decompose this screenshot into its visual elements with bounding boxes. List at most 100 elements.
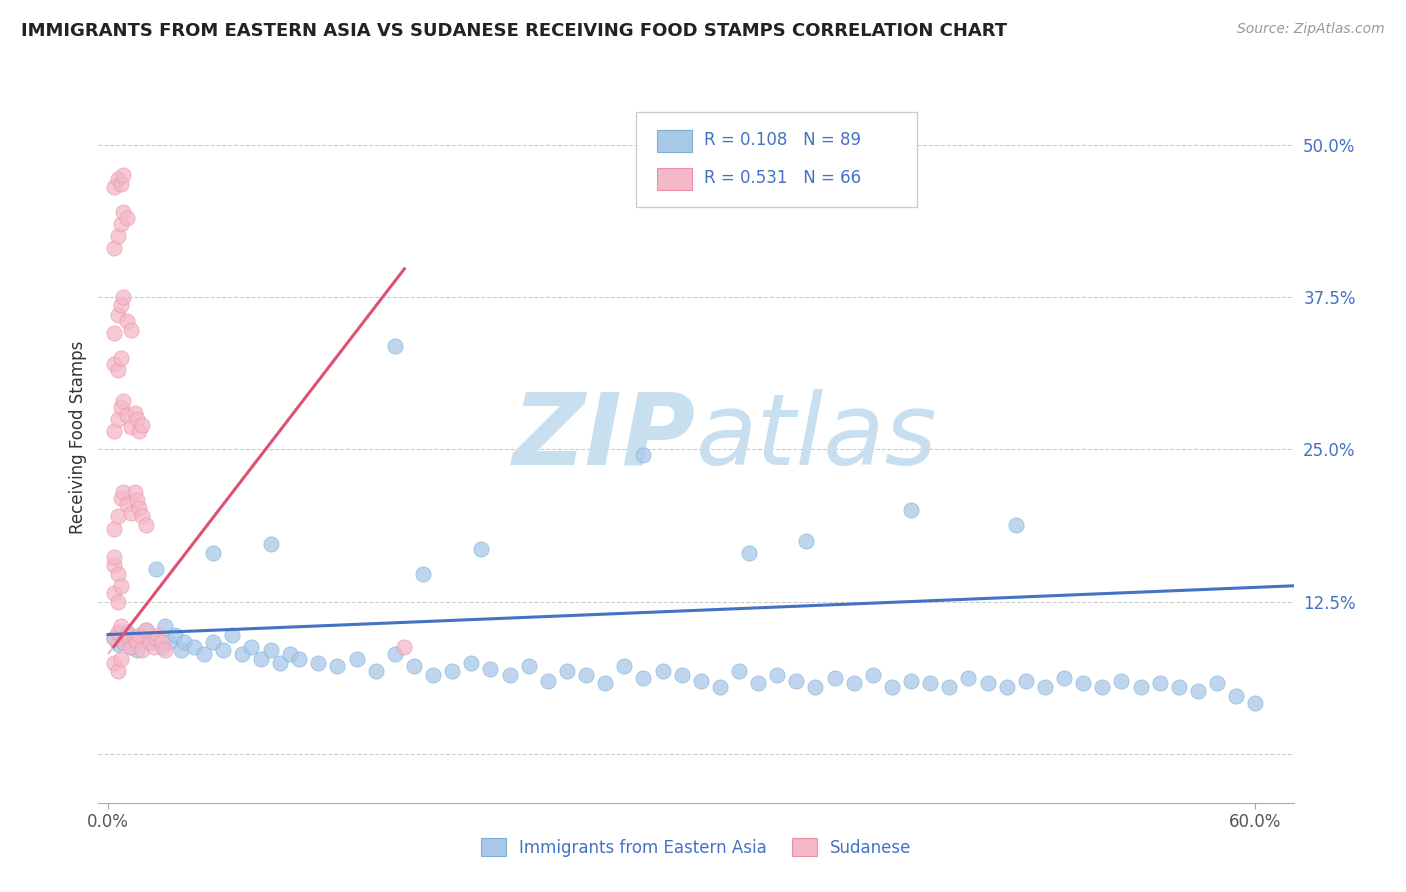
Point [1005,517,1028,532]
Point [689,673,711,688]
Point [384,338,406,352]
Point [498,667,520,681]
FancyBboxPatch shape [637,112,917,207]
Point [709,680,731,694]
Point [103,632,125,646]
Point [173,635,195,649]
Point [128,500,150,515]
Point [537,673,560,688]
Point [169,643,191,657]
Point [1053,672,1076,686]
Text: ZIP: ZIP [513,389,696,485]
Point [112,485,135,500]
Point [120,506,142,520]
Point [1071,676,1094,690]
Point [1033,680,1056,694]
Point [115,627,138,641]
Point [107,363,129,377]
Point [613,659,636,673]
FancyBboxPatch shape [657,168,692,190]
Point [120,323,142,337]
Point [128,424,150,438]
Legend: Immigrants from Eastern Asia, Sudanese: Immigrants from Eastern Asia, Sudanese [481,838,911,856]
Point [824,672,846,686]
Point [103,241,125,255]
Point [124,485,146,500]
Point [135,623,157,637]
Point [575,667,598,681]
Point [1206,676,1229,690]
Point [131,509,153,524]
Point [288,652,311,666]
Point [394,640,416,654]
Point [125,493,148,508]
Point [593,676,616,690]
Point [785,673,807,688]
Point [103,180,125,194]
Point [120,640,142,654]
Point [1111,673,1133,688]
Point [125,635,148,649]
Point [1129,680,1152,694]
Point [131,627,153,641]
Point [193,647,215,661]
Point [671,667,693,681]
Point [364,664,387,678]
Point [651,664,673,678]
Point [112,635,135,649]
Point [747,676,769,690]
Point [128,627,150,641]
Text: atlas: atlas [696,389,938,485]
Point [278,647,301,661]
Point [842,676,865,690]
Point [150,640,173,654]
Point [240,640,263,654]
Point [862,667,884,681]
Point [103,521,125,535]
Point [794,533,817,548]
Point [124,406,146,420]
Point [112,204,135,219]
Point [110,491,132,505]
Point [107,229,129,244]
Point [957,672,980,686]
Point [145,562,167,576]
Point [103,549,125,564]
Point [163,627,186,641]
Point [259,537,281,551]
Point [231,647,253,661]
Point [995,680,1018,694]
Point [202,635,225,649]
Point [110,177,132,191]
Point [125,412,148,426]
Point [422,667,444,681]
Point [135,623,157,637]
Point [259,643,281,657]
Point [900,673,922,688]
Point [150,635,173,649]
Point [107,664,129,678]
Point [250,652,273,666]
Point [103,326,125,341]
Point [110,652,132,666]
FancyBboxPatch shape [657,130,692,152]
Point [460,656,482,670]
Point [107,171,129,186]
Point [139,635,162,649]
Point [115,314,138,328]
Point [737,546,759,560]
Point [728,664,751,678]
Point [110,217,132,231]
Point [938,680,960,694]
Point [183,640,205,654]
Point [110,619,132,633]
Point [112,635,135,649]
Point [633,448,655,462]
Point [157,635,180,649]
Point [202,546,225,560]
Point [146,627,169,641]
Point [103,357,125,371]
Point [107,412,129,426]
Point [139,635,162,649]
Y-axis label: Receiving Food Stamps: Receiving Food Stamps [69,341,87,533]
